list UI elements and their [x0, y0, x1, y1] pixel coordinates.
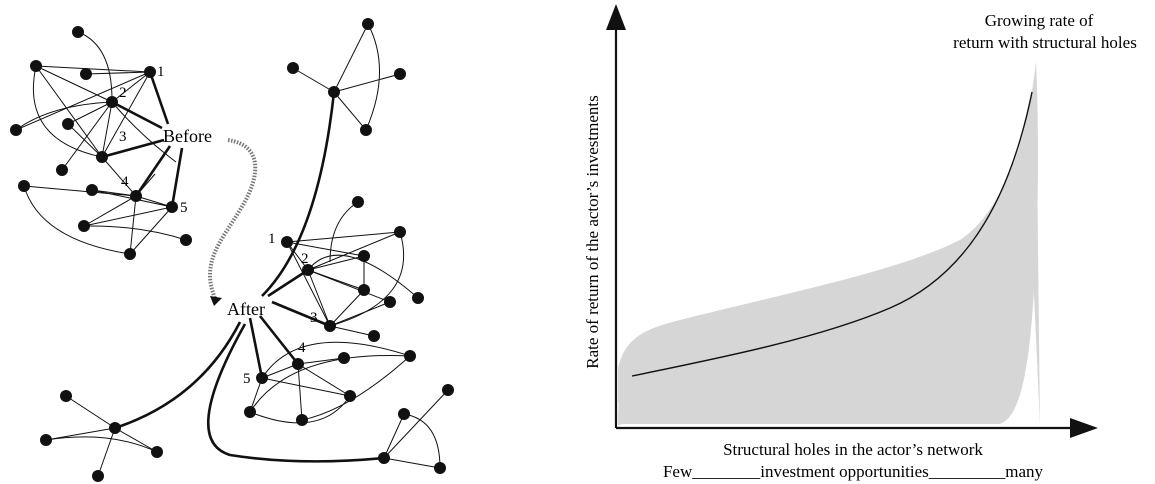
- network-node: [18, 180, 30, 192]
- curve-label-line2: return with structural holes: [953, 33, 1137, 52]
- curve-label-line1: Growing rate of: [985, 11, 1094, 30]
- network-node: [109, 422, 121, 434]
- after-node-number-3: 3: [310, 310, 318, 326]
- after-ego-ties: [114, 91, 385, 463]
- before-node-number-1: 1: [157, 64, 165, 80]
- network-node: [151, 446, 163, 458]
- network-node: [244, 406, 256, 418]
- network-node: [362, 18, 374, 30]
- network-node: [144, 66, 156, 78]
- network-node: [78, 220, 90, 232]
- network-node: [302, 264, 314, 276]
- network-node: [360, 124, 372, 136]
- returns-chart: Growing rate of return with structural h…: [583, 4, 1137, 481]
- network-node: [86, 184, 98, 196]
- before-node-number-4: 4: [121, 174, 129, 190]
- x-axis-label: Structural holes in the actor’s network: [723, 440, 983, 459]
- network-node: [368, 330, 380, 342]
- network-node: [106, 96, 118, 108]
- network-node: [180, 234, 192, 246]
- network-node: [384, 296, 396, 308]
- after-label: After: [227, 299, 265, 319]
- bottom-right-star-cluster: [378, 384, 454, 474]
- before-label: Before: [163, 126, 212, 146]
- network-node: [72, 26, 84, 38]
- before-node-number-2: 2: [119, 85, 127, 101]
- network-node: [434, 462, 446, 474]
- network-node: [324, 320, 336, 332]
- network-node: [344, 390, 356, 402]
- network-node: [40, 434, 52, 446]
- bottom-left-star-cluster: [40, 390, 163, 482]
- network-node: [10, 124, 22, 136]
- network-node: [287, 62, 299, 74]
- network-node: [124, 248, 136, 260]
- return-band-shape: [618, 62, 1038, 426]
- network-node: [394, 226, 406, 238]
- network-node: [358, 284, 370, 296]
- after-cluster-edges: [249, 201, 419, 424]
- network-node: [256, 372, 268, 384]
- network-diagram: 1 2 3 4 5 Before After: [10, 18, 454, 482]
- after-node-number-4: 4: [298, 340, 306, 356]
- x-axis-arrowhead: [1070, 418, 1098, 438]
- network-node: [281, 236, 293, 248]
- before-cluster-nodes: [10, 26, 192, 260]
- after-cluster-nodes: [244, 196, 424, 426]
- before-ego-ties: [101, 71, 184, 208]
- transition-arrow: [208, 138, 258, 299]
- network-node: [358, 250, 370, 262]
- y-axis-arrowhead: [606, 4, 626, 30]
- top-star-cluster: [287, 18, 406, 136]
- transition-arrowhead: [210, 296, 222, 306]
- network-node: [352, 196, 364, 208]
- before-node-number-3: 3: [119, 129, 127, 145]
- network-node: [56, 164, 68, 176]
- network-node: [404, 350, 416, 362]
- network-node: [296, 414, 308, 426]
- network-node: [442, 384, 454, 396]
- before-node-number-5: 5: [180, 200, 188, 216]
- network-node: [60, 390, 72, 402]
- network-node: [166, 201, 178, 213]
- y-axis-label: Rate of return of the actor’s investment…: [583, 95, 602, 369]
- network-node: [338, 352, 350, 364]
- network-node: [412, 292, 424, 304]
- network-node: [394, 68, 406, 80]
- network-node: [62, 118, 74, 130]
- network-node: [292, 358, 304, 370]
- network-node: [130, 190, 142, 202]
- network-node: [378, 452, 390, 464]
- network-node: [96, 151, 108, 163]
- x-axis-scale-label: Few________investment opportunities_____…: [663, 462, 1044, 481]
- after-node-number-2: 2: [301, 251, 309, 267]
- network-node: [398, 408, 410, 420]
- after-node-number-1: 1: [268, 231, 276, 247]
- after-node-number-5: 5: [243, 371, 251, 387]
- network-node: [30, 60, 42, 72]
- return-curve: [631, 91, 1033, 377]
- network-node: [92, 470, 104, 482]
- network-node: [80, 68, 92, 80]
